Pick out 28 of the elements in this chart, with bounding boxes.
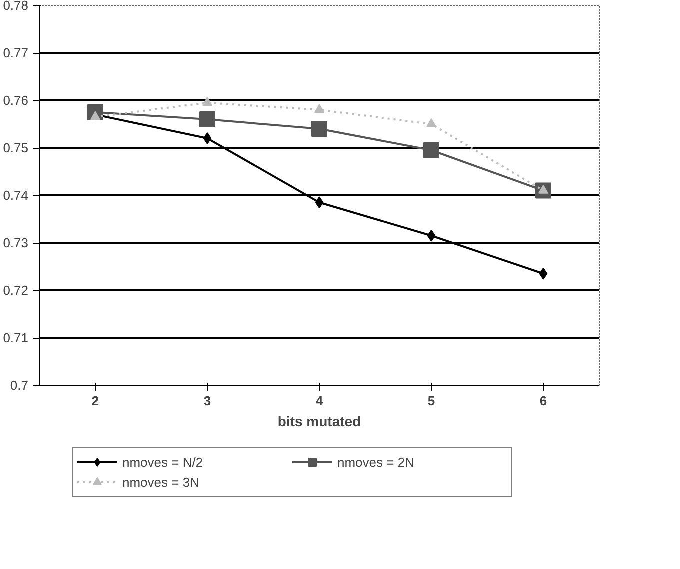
point (539, 268, 548, 280)
point (427, 230, 436, 242)
y-tick-label: 0.78 (3, 0, 29, 13)
point (202, 97, 212, 106)
y-tick-label: 0.77 (3, 46, 29, 60)
y-tick-label: 0.74 (3, 188, 29, 203)
x-tick-label: 6 (540, 394, 548, 408)
point (315, 196, 324, 209)
y-tick-label: 0.73 (3, 236, 29, 250)
y-tick-label: 0.72 (3, 283, 29, 298)
x-tick-label: 5 (428, 394, 436, 408)
y-tick-label: 0.75 (3, 140, 29, 156)
point (314, 104, 324, 114)
legend-label: nmoves = N/2 (122, 454, 204, 470)
y-tick-label: 0.71 (3, 330, 29, 346)
x-tick-label: 2 (92, 394, 100, 408)
legend-label: nmoves = 3N (122, 474, 200, 490)
x-tick-label: 3 (204, 394, 212, 408)
point (200, 112, 216, 128)
x-tick-label: 4 (316, 394, 324, 408)
point (426, 118, 436, 128)
point (424, 142, 440, 158)
x-axis-title: bits mutated (278, 414, 362, 430)
y-tick-label: 0.76 (3, 93, 29, 108)
y-tick-label: 0.7 (10, 378, 29, 393)
point (203, 132, 212, 144)
point (312, 121, 328, 137)
legend-label: nmoves = 2N (337, 454, 416, 470)
